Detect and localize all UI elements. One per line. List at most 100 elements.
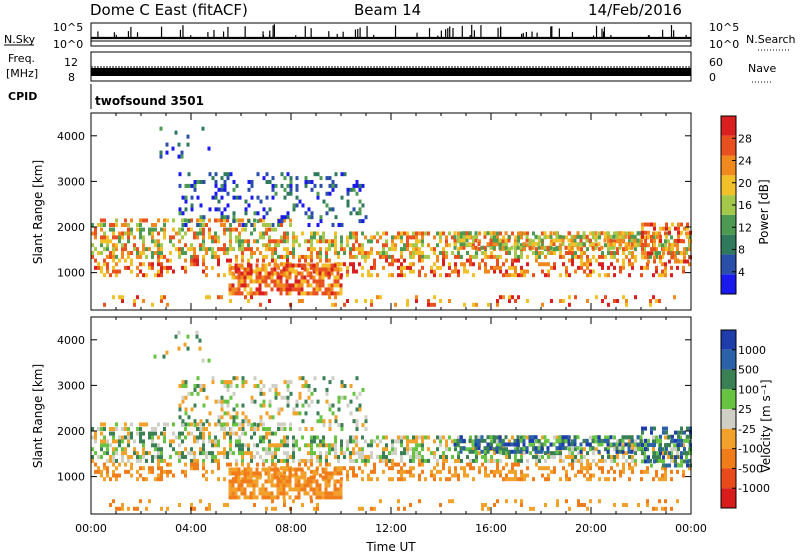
heatmap-cell	[514, 273, 517, 278]
heatmap-cell	[418, 239, 421, 244]
heatmap-cell	[321, 495, 325, 500]
heatmap-cell	[456, 442, 460, 447]
heatmap-cell	[286, 211, 290, 216]
heatmap-cell	[286, 403, 290, 408]
heatmap-cell	[301, 254, 304, 259]
heatmap-cell	[683, 226, 686, 231]
heatmap-cell	[531, 245, 535, 250]
heatmap-cell	[159, 126, 163, 131]
heatmap-cell	[448, 435, 451, 440]
heatmap-cell	[622, 262, 625, 267]
heatmap-cell	[286, 258, 289, 263]
heatmap-cell	[388, 247, 391, 252]
heatmap-cell	[289, 187, 293, 192]
heatmap-cell	[208, 439, 211, 444]
heatmap-cell	[466, 251, 469, 256]
heatmap-cell	[493, 503, 496, 508]
heatmap-cell	[235, 235, 238, 240]
heatmap-cell	[580, 254, 583, 259]
heatmap-cell	[112, 254, 115, 259]
heatmap-cell	[331, 302, 334, 307]
heatmap-cell	[358, 391, 362, 396]
heatmap-cell	[289, 176, 293, 181]
heatmap-cell	[255, 495, 259, 500]
heatmap-cell	[214, 207, 218, 212]
heatmap-cell	[288, 479, 292, 484]
heatmap-cell	[297, 279, 301, 284]
heatmap-cell	[202, 466, 205, 471]
heatmap-cell	[367, 251, 370, 256]
heatmap-cell	[644, 251, 647, 256]
heatmap-cell	[307, 262, 310, 267]
heatmap-cell	[538, 466, 541, 471]
heatmap-cell	[680, 230, 683, 235]
heatmap-cell	[514, 265, 517, 270]
heatmap-cell	[598, 235, 601, 240]
heatmap-cell	[103, 231, 106, 236]
heatmap-cell	[674, 238, 677, 243]
heatmap-cell	[184, 258, 187, 263]
heatmap-cell	[346, 477, 349, 482]
heatmap-cell	[274, 447, 277, 452]
heatmap-cell	[339, 483, 343, 488]
heatmap-cell	[376, 239, 379, 244]
velocity-ylabel: Slant Range [km]	[31, 364, 45, 468]
heatmap-cell	[331, 207, 335, 212]
heatmap-cell	[271, 443, 274, 448]
heatmap-cell	[400, 435, 403, 440]
heatmap-cell	[471, 245, 475, 250]
heatmap-cell	[262, 447, 265, 452]
heatmap-cell	[100, 251, 103, 256]
heatmap-cell	[334, 302, 337, 307]
heatmap-cell	[169, 443, 172, 448]
heatmap-cell	[565, 455, 568, 460]
heatmap-cell	[226, 247, 229, 252]
heatmap-cell	[352, 469, 355, 474]
heatmap-cell	[103, 427, 106, 432]
heatmap-cell	[619, 469, 622, 474]
heatmap-cell	[613, 251, 616, 256]
heatmap-cell	[609, 435, 613, 440]
heatmap-cell	[270, 479, 274, 484]
heatmap-cell	[160, 254, 163, 259]
heatmap-cell	[160, 506, 163, 511]
heatmap-cell	[577, 254, 580, 259]
heatmap-cell	[412, 451, 415, 456]
heatmap-cell	[376, 251, 379, 256]
heatmap-cell	[322, 239, 325, 244]
heatmap-cell	[231, 275, 235, 280]
heatmap-cell	[231, 483, 235, 488]
heatmap-cell	[613, 273, 616, 278]
heatmap-cell	[346, 243, 349, 248]
heatmap-cell	[334, 451, 337, 456]
heatmap-cell	[379, 499, 382, 504]
heatmap-cell	[133, 243, 136, 248]
heatmap-cell	[559, 251, 562, 256]
heatmap-cell	[238, 235, 241, 240]
heatmap-cell	[622, 251, 625, 256]
heatmap-cell	[313, 376, 317, 381]
heatmap-cell	[379, 295, 382, 300]
heatmap-cell	[330, 271, 334, 276]
heatmap-cell	[280, 219, 284, 224]
heatmap-cell	[601, 262, 604, 267]
heatmap-cell	[367, 239, 370, 244]
heatmap-cell	[671, 251, 674, 256]
heatmap-cell	[247, 447, 250, 452]
heatmap-cell	[94, 258, 97, 263]
heatmap-cell	[526, 435, 529, 440]
heatmap-cell	[250, 451, 253, 456]
heatmap-cell	[205, 295, 208, 300]
heatmap-cell	[250, 295, 253, 300]
heatmap-cell	[346, 239, 349, 244]
heatmap-cell	[283, 254, 286, 259]
heatmap-cell	[577, 458, 580, 463]
heatmap-cell	[412, 231, 415, 236]
heatmap-cell	[553, 435, 556, 440]
heatmap-cell	[439, 299, 442, 304]
heatmap-cell	[211, 458, 214, 463]
heatmap-cell	[337, 399, 341, 404]
heatmap-cell	[282, 483, 286, 488]
heatmap-cell	[558, 234, 562, 239]
